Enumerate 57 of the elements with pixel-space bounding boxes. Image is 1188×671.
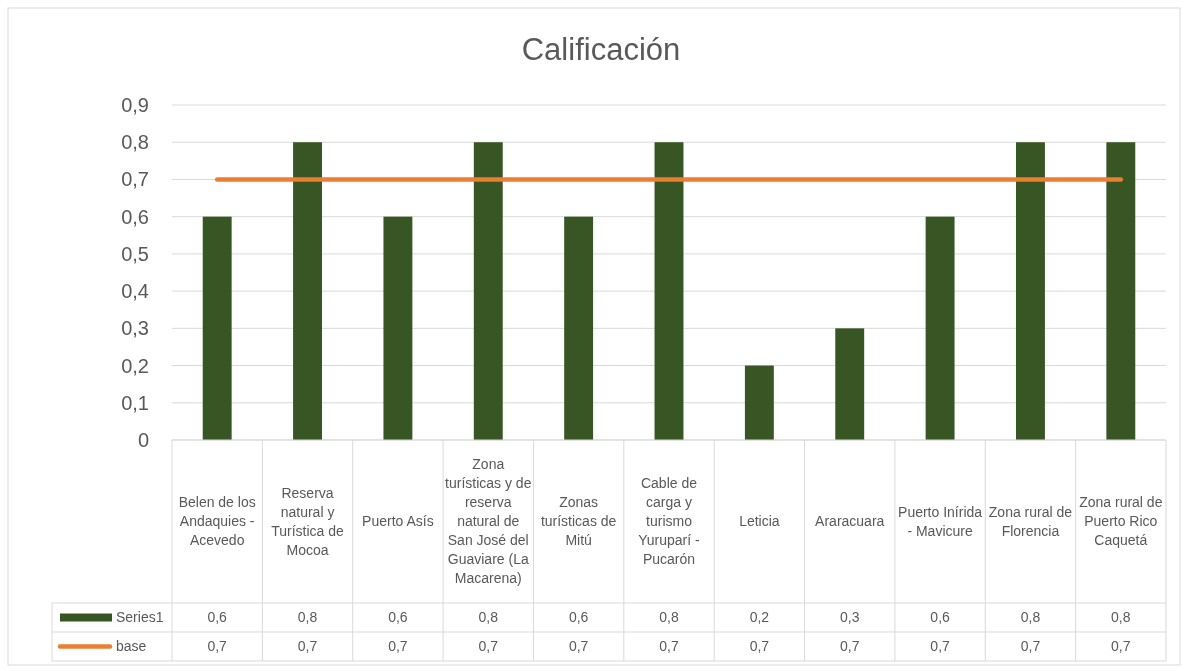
data-label: 0,8 [659,609,679,626]
x-tick-label: Reserva natural y Turística de Mocoa [271,484,345,558]
data-label: 0,2 [749,609,770,626]
bar [383,216,413,440]
data-label: 0,7 [207,638,228,655]
x-tick-label: Zona rural de Puerto Rico Caquetá [1079,494,1163,549]
data-label: 0,7 [839,638,860,655]
y-tick-label: 0,4 [121,280,149,303]
data-label: 0,6 [388,609,408,626]
data-label: 0,6 [207,609,228,626]
x-tick-label: Zonas turísticas de Mitú [540,494,617,549]
y-tick-label: 0,5 [121,242,149,265]
bar [473,142,503,440]
data-label: 0,7 [568,638,589,655]
x-tick-label: Puerto Inírida - Mavicure [898,503,983,539]
y-tick-label: 0,9 [121,94,149,116]
data-label: 0,6 [568,609,589,626]
legend-label: base [116,638,147,655]
y-tick-label: 0,8 [121,131,149,154]
data-label: 0,8 [1020,609,1041,626]
data-label: 0,7 [478,638,499,655]
x-tick-label: Cable de carga y turismo Yuruparí - Pucarón [638,475,701,568]
y-tick-label: 0 [137,429,149,451]
legend-label: Series1 [116,609,164,626]
data-label: 0,3 [839,609,860,626]
bar [1106,142,1136,440]
chart-title: Calificación [521,32,681,67]
bar [564,216,594,440]
data-label: 0,7 [749,638,770,655]
data-label: 0,8 [1111,609,1131,626]
data-label: 0,7 [388,638,408,655]
x-tick-label: Zona turísticas y de reserva natural de San José del Guaviare (La Macarena) [445,456,532,587]
x-tick-label: Leticia [739,513,780,530]
bar [744,365,774,440]
y-tick-label: 0,7 [121,168,149,191]
bar [293,142,322,440]
data-label: 0,7 [930,638,951,655]
x-tick-label: Araracuara [815,513,885,530]
y-tick-label: 0,3 [121,317,149,340]
y-tick-label: 0,1 [121,391,149,414]
data-label: 0,7 [1111,638,1131,655]
y-tick-label: 0,6 [121,205,149,228]
data-label: 0,8 [297,609,318,626]
data-label: 0,8 [478,609,499,626]
bar [1016,142,1045,440]
data-label: 0,6 [930,609,951,626]
data-label: 0,7 [297,638,318,655]
bar [654,142,684,440]
x-tick-label: Belen de los Andaquies - Acevedo [178,494,256,549]
bar [835,328,865,440]
bar [202,216,232,440]
data-label: 0,7 [1020,638,1041,655]
x-tick-label: Zona rural de Florencia [988,503,1073,539]
y-tick-label: 0,2 [121,354,149,377]
data-label: 0,7 [659,638,679,655]
bar [925,216,955,440]
x-tick-label: Puerto Asís [362,513,434,530]
